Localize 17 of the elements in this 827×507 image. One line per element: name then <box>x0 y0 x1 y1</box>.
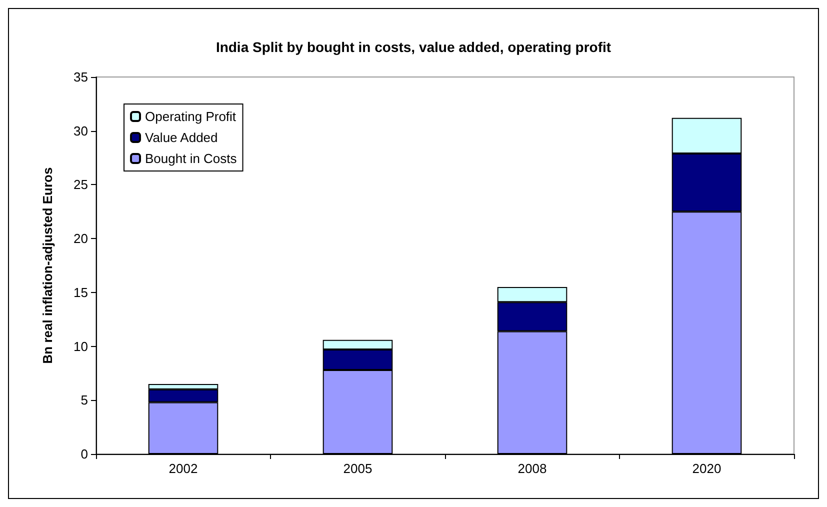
y-tick-label: 5 <box>80 392 88 408</box>
chart-title: India Split by bought in costs, value added, operating profit <box>216 39 612 55</box>
y-tick-label: 15 <box>74 284 88 300</box>
y-axis-title: Bn real inflation-adjusted Euros <box>40 167 55 364</box>
x-tick-label: 2020 <box>692 461 722 476</box>
y-tick-label: 30 <box>74 123 88 138</box>
legend-label: Bought in Costs <box>145 151 238 166</box>
legend-label: Value Added <box>145 130 218 145</box>
x-tick-label: 2005 <box>343 461 372 476</box>
x-tick-label: 2002 <box>168 461 198 476</box>
legend-label: Operating Profit <box>145 109 236 124</box>
y-tick-label: 25 <box>74 177 88 192</box>
y-tick-label: 20 <box>74 231 88 246</box>
y-tick-label: 0 <box>80 446 88 462</box>
x-tick-label: 2008 <box>518 461 547 476</box>
y-tick-label: 10 <box>74 338 88 354</box>
y-tick-label: 35 <box>74 70 88 84</box>
